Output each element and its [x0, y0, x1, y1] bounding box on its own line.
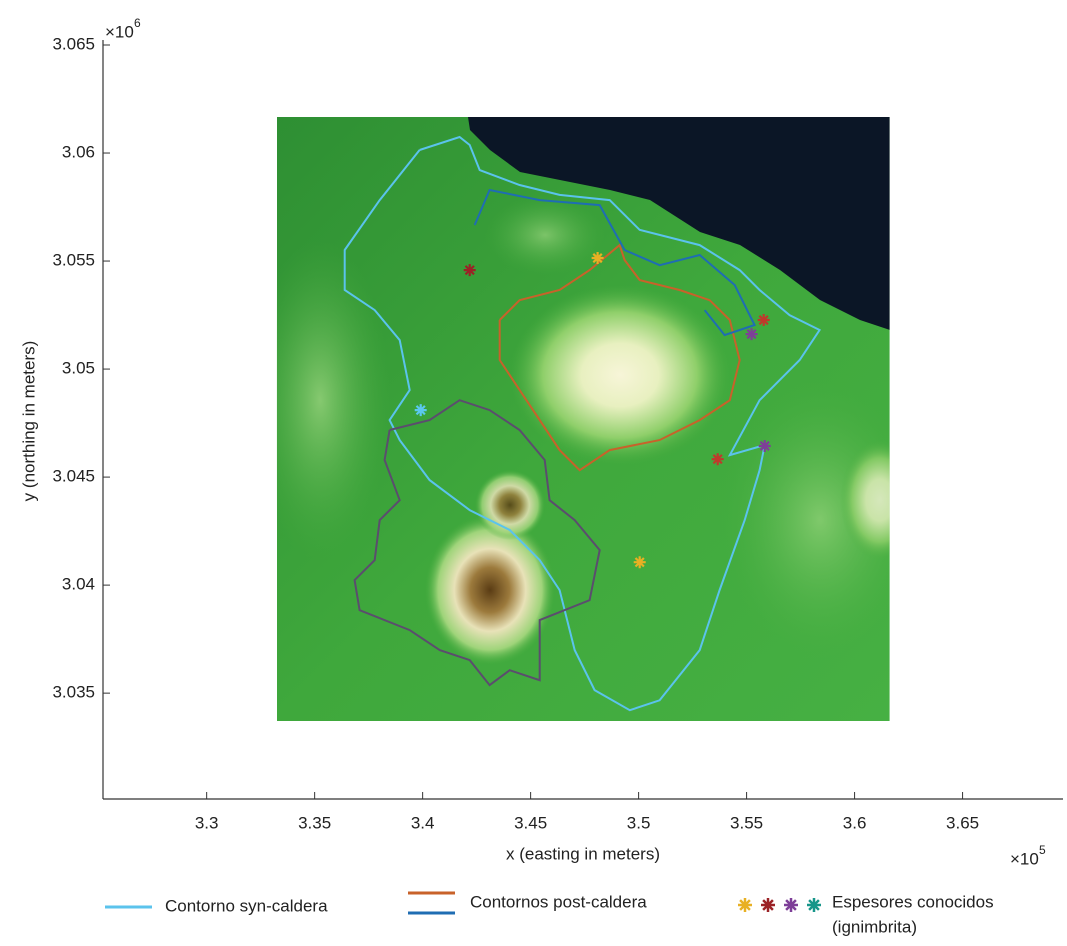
legend-label: Contornos post-caldera — [470, 892, 647, 911]
x-tick-label: 3.45 — [514, 813, 547, 832]
chart: 3.3 3.35 3.4 3.45 3.5 3.55 3.6 3.65 3.035 3.04 3.0… — [0, 0, 1067, 941]
y-multiplier-exponent: 6 — [134, 16, 141, 30]
legend-label: (ignimbrita) — [832, 917, 917, 936]
x-multiplier-exponent: 5 — [1039, 843, 1046, 857]
x-axis-label: x (easting in meters) — [506, 844, 660, 863]
y-tick-label: 3.065 — [52, 34, 95, 53]
legend-label: Contorno syn-caldera — [165, 896, 328, 915]
y-tick-label: 3.055 — [52, 251, 95, 270]
thickness-point — [634, 556, 646, 568]
x-tick-label: 3.5 — [627, 813, 651, 832]
y-tick-label: 3.035 — [52, 683, 95, 702]
y-tick-label: 3.045 — [52, 467, 95, 486]
legend-swatch — [738, 898, 752, 912]
elevation-map — [250, 117, 920, 721]
legend-swatch — [784, 898, 798, 912]
legend-swatch — [807, 898, 821, 912]
thickness-point — [758, 314, 770, 326]
x-tick-label: 3.3 — [195, 813, 219, 832]
y-tick-label: 3.06 — [62, 143, 95, 162]
legend-swatch — [761, 898, 775, 912]
x-tick-label: 3.6 — [843, 813, 867, 832]
x-tick-label: 3.35 — [298, 813, 331, 832]
y-multiplier-base: ×10 — [105, 22, 134, 41]
x-tick-label: 3.4 — [411, 813, 435, 832]
y-tick-label: 3.05 — [62, 359, 95, 378]
thickness-point — [464, 264, 476, 276]
y-tick-label: 3.04 — [62, 575, 95, 594]
thickness-point — [759, 440, 771, 452]
thickness-point — [592, 252, 604, 264]
x-tick-label: 3.55 — [730, 813, 763, 832]
x-tick-label: 3.65 — [946, 813, 979, 832]
legend: Contorno syn-caldera Contornos post-cald… — [105, 892, 994, 936]
legend-label: Espesores conocidos — [832, 892, 994, 911]
y-axis-label: y (northing in meters) — [19, 341, 38, 502]
x-multiplier-base: ×10 — [1010, 849, 1039, 868]
